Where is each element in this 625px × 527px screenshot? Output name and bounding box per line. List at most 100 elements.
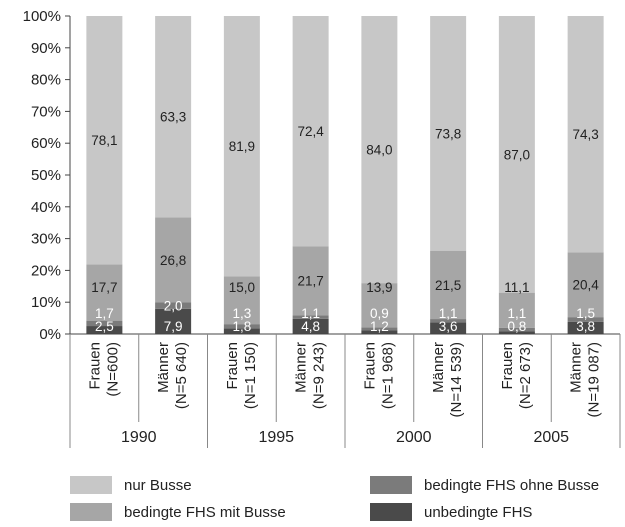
data-label: 7,9 — [164, 319, 183, 334]
category-label-line2: (N=9 243) — [311, 342, 328, 409]
bar-segment — [498, 292, 535, 328]
category-label: Männer (N=14 539) — [430, 342, 465, 417]
bar-segment — [567, 317, 604, 322]
bar-segment — [498, 16, 535, 293]
bar-segment — [292, 315, 329, 319]
x-axis: Frauen (N=600) Männer (N=5 640) Frauen (N=1 1… — [69, 333, 621, 448]
bar-segment — [223, 16, 260, 277]
y-tick-label: 50% — [31, 167, 61, 184]
bar-segment — [86, 264, 123, 321]
legend-swatch — [370, 476, 412, 494]
bar-segment — [292, 246, 329, 316]
group-label: 2005 — [533, 429, 569, 446]
data-label: 0,8 — [507, 319, 526, 334]
bar-segment — [223, 324, 260, 329]
bar-segment — [430, 250, 467, 320]
data-label: 73,8 — [435, 126, 461, 141]
bar-segment — [430, 322, 467, 334]
category-label-line2: (N=600) — [104, 342, 121, 397]
group-label: 1990 — [121, 429, 157, 446]
data-label: 1,7 — [95, 306, 114, 321]
data-label: 74,3 — [572, 127, 598, 142]
data-label: 2,0 — [164, 299, 183, 314]
legend-swatch — [70, 476, 112, 494]
data-label: 1,5 — [576, 306, 595, 321]
data-label: 1,8 — [232, 319, 251, 334]
legend-swatch — [370, 503, 412, 521]
category-label: Frauen (N=1 150) — [224, 342, 259, 409]
data-label: 26,8 — [160, 253, 186, 268]
category-label-line1: Männer — [568, 342, 585, 393]
y-axis: 0% 10% 20% 30% 40% 50% 60% 70% 80% 90% 100% — [23, 8, 71, 343]
bar-segment — [223, 328, 260, 334]
category-label: Männer (N=5 640) — [155, 342, 190, 409]
category-label: Männer (N=9 243) — [293, 342, 328, 409]
category-label-line1: Frauen — [86, 342, 103, 390]
data-label: 87,0 — [504, 147, 530, 162]
bar-segment — [567, 321, 604, 334]
category-label-line2: (N=19 087) — [586, 342, 603, 417]
data-label: 0,9 — [370, 306, 389, 321]
bar-segment — [361, 283, 398, 328]
y-tick-label: 30% — [31, 231, 61, 248]
data-label: 15,0 — [229, 280, 255, 295]
legend-label: bedingte FHS ohne Busse — [424, 477, 599, 494]
data-label: 81,9 — [229, 139, 255, 154]
legend-label: nur Busse — [124, 477, 192, 494]
bar-segment — [430, 16, 467, 251]
category-label: Männer (N=19 087) — [568, 342, 603, 417]
bar-segment — [86, 320, 123, 327]
data-label: 4,8 — [301, 319, 320, 334]
data-label: 1,2 — [370, 319, 389, 334]
bar-segment — [223, 276, 260, 325]
bar-segment — [86, 326, 123, 334]
data-label: 3,6 — [439, 319, 458, 334]
bar-segment — [155, 308, 192, 334]
y-tick-label: 10% — [31, 294, 61, 311]
category-label-line1: Frauen — [224, 342, 241, 390]
y-tick-label: 40% — [31, 199, 61, 216]
category-label-line1: Frauen — [499, 342, 516, 390]
y-tick-label: 90% — [31, 40, 61, 57]
bar-segment — [430, 319, 467, 323]
legend-swatch — [70, 503, 112, 521]
category-label-line2: (N=14 539) — [448, 342, 465, 417]
category-label: Frauen (N=1 968) — [361, 342, 396, 409]
category-label-line2: (N=1 150) — [242, 342, 259, 409]
y-tick-label: 70% — [31, 103, 61, 120]
category-label-line1: Männer — [155, 342, 172, 393]
bar-segment — [498, 331, 535, 334]
bar-segment — [498, 327, 535, 332]
legend-label: unbedingte FHS — [424, 504, 532, 521]
data-label: 1,1 — [439, 306, 458, 321]
data-label: 11,1 — [504, 280, 529, 295]
data-label: 21,5 — [435, 278, 461, 293]
bars — [86, 16, 604, 334]
legend: nur Busse bedingte FHS ohne Busse bedingte… — [70, 476, 599, 521]
data-label: 84,0 — [366, 143, 392, 158]
category-label: Frauen (N=600) — [86, 342, 121, 397]
y-tick-label: 0% — [39, 326, 61, 343]
bar-segment — [155, 16, 192, 218]
bar-segment — [292, 16, 329, 247]
bar-segment — [86, 16, 123, 265]
data-label: 2,5 — [95, 319, 114, 334]
data-label: 1,3 — [232, 306, 251, 321]
data-label: 17,7 — [91, 280, 117, 295]
group-label: 1995 — [258, 429, 294, 446]
group-label: 2000 — [396, 429, 432, 446]
y-tick-label: 60% — [31, 135, 61, 152]
bar-segment — [155, 302, 192, 309]
bar-segment — [361, 330, 398, 334]
data-label: 1,1 — [507, 306, 526, 321]
data-label: 21,7 — [297, 274, 323, 289]
bar-segment — [361, 327, 398, 331]
y-tick-label: 80% — [31, 72, 61, 89]
bar-segment — [567, 16, 604, 253]
data-label: 13,9 — [366, 280, 392, 295]
legend-label: bedingte FHS mit Busse — [124, 504, 286, 521]
bar-segment — [155, 217, 192, 303]
category-label-line1: Männer — [293, 342, 310, 393]
data-label: 78,1 — [91, 133, 117, 148]
